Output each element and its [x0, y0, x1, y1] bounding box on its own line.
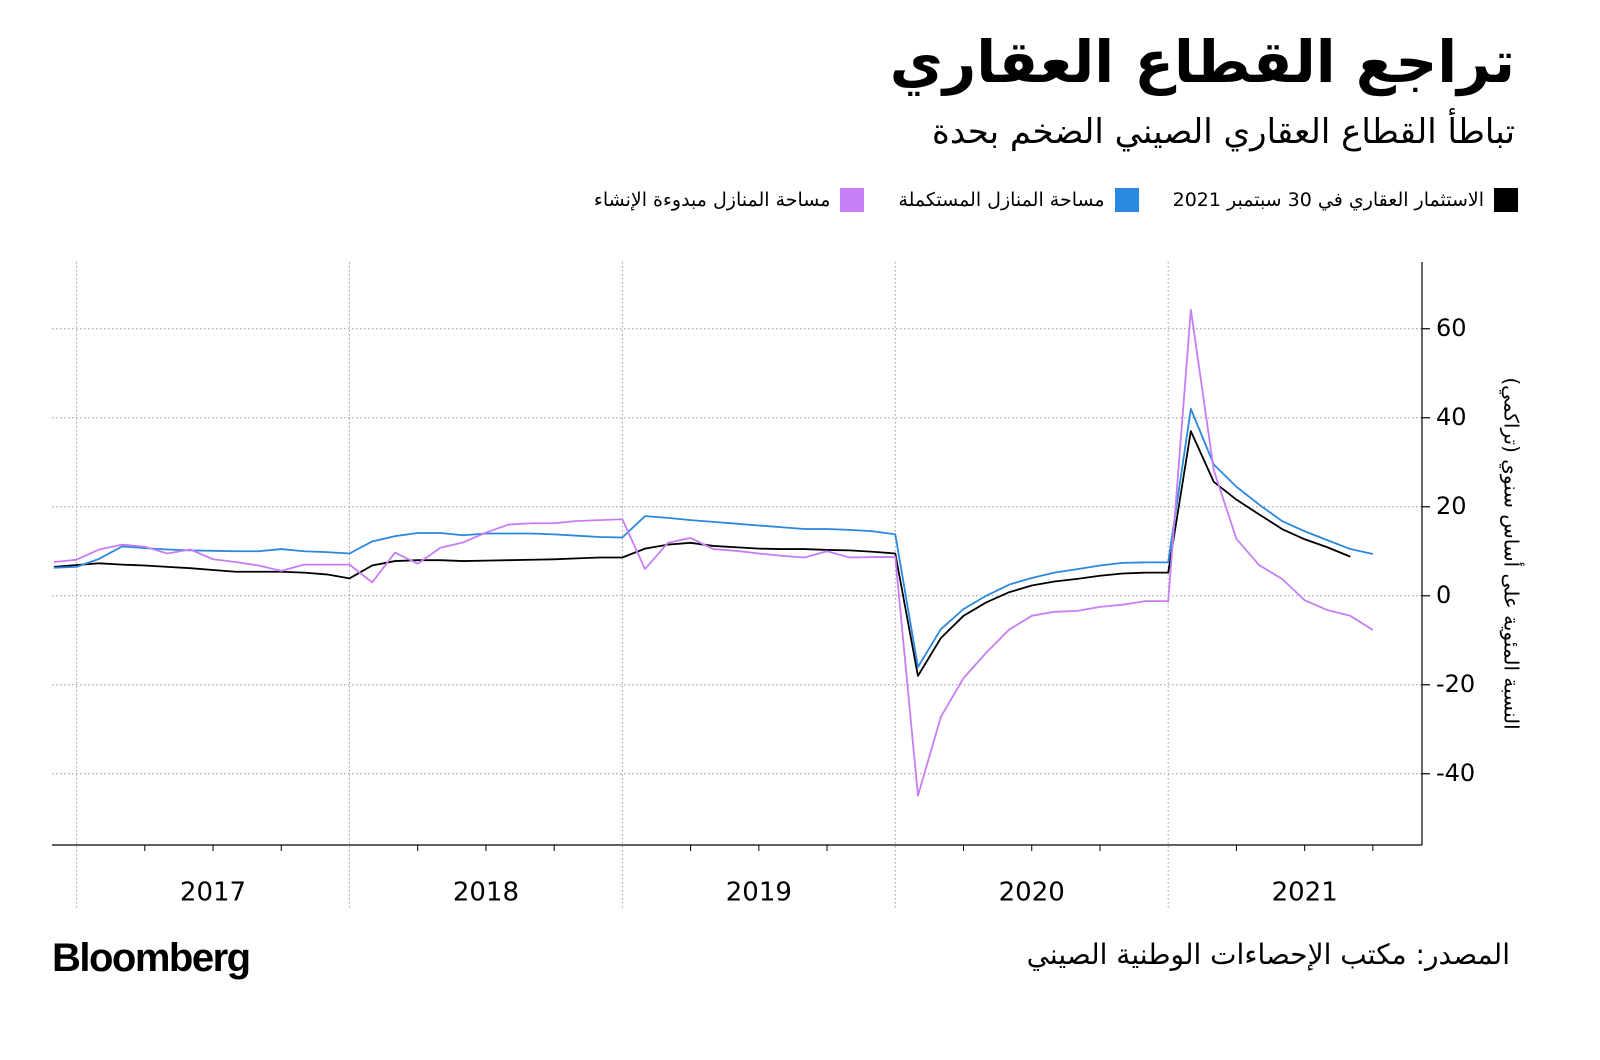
- source: المصدر: مكتب الإحصاءات الوطنية الصيني: [1026, 938, 1510, 971]
- legend-item: الاستثمار العقاري في 30 سبتمبر 2021: [1173, 188, 1518, 212]
- x-tick-label: 2021: [1272, 878, 1338, 908]
- legend-item: مساحة المنازل المستكملة: [898, 188, 1139, 212]
- y-tick-label: 0: [1436, 581, 1451, 609]
- x-tick-label: 2020: [999, 878, 1065, 908]
- series-line: [53, 308, 1374, 797]
- legend-label: مساحة المنازل مبدوءة الإنشاء: [593, 189, 831, 211]
- x-tick-label: 2018: [453, 878, 519, 908]
- series-line: [53, 430, 1351, 677]
- x-tick-label: 2019: [726, 878, 792, 908]
- legend: الاستثمار العقاري في 30 سبتمبر 2021 مساحة…: [594, 188, 1518, 212]
- y-tick-label: 20: [1436, 492, 1467, 520]
- legend-swatch: [1114, 188, 1139, 212]
- y-tick-label: -40: [1436, 759, 1475, 787]
- legend-label: مساحة المنازل المستكملة: [898, 189, 1105, 211]
- y-tick-label: 60: [1436, 314, 1467, 342]
- legend-item: مساحة المنازل مبدوءة الإنشاء: [594, 188, 865, 212]
- y-tick-label: -20: [1436, 670, 1475, 698]
- legend-swatch: [1494, 188, 1518, 212]
- chart-subtitle: تباطأ القطاع العقاري الصيني الضخم بحدة: [932, 112, 1515, 152]
- legend-swatch: [840, 188, 865, 212]
- y-tick-label: 40: [1436, 403, 1467, 431]
- x-tick-label: 2017: [180, 878, 246, 908]
- legend-label: الاستثمار العقاري في 30 سبتمبر 2021: [1172, 189, 1484, 211]
- series-line: [53, 407, 1374, 668]
- logo: Bloomberg: [52, 936, 251, 980]
- y-axis-title: النسبة المئوية على أساس سنوي (تراكمي): [1499, 377, 1525, 729]
- chart-title: تراجع القطاع العقاري: [889, 28, 1515, 96]
